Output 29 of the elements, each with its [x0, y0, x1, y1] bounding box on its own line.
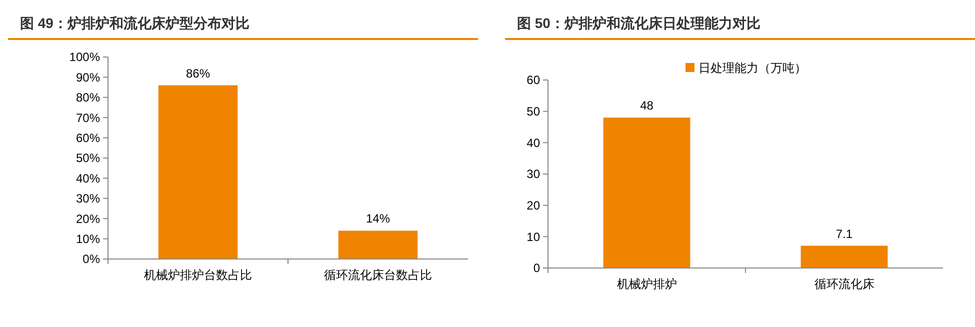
y-tick-label: 50% — [76, 151, 100, 166]
y-tick-label: 50 — [526, 104, 540, 119]
y-tick-label: 20 — [526, 198, 540, 213]
data-label: 14% — [366, 212, 390, 226]
chart-title: 图 50：炉排炉和流化床日处理能力对比 — [517, 15, 760, 31]
x-tick-label: 机械炉排炉 — [616, 277, 677, 291]
x-tick-label: 循环流化床 — [814, 277, 874, 291]
y-tick-label: 0 — [533, 261, 540, 276]
chart-title: 图 49：炉排炉和流化床炉型分布对比 — [20, 15, 250, 31]
legend-label: 日处理能力（万吨） — [698, 61, 806, 75]
y-tick-label: 10 — [526, 230, 540, 244]
y-tick-label: 40% — [76, 171, 100, 186]
y-tick-label: 20% — [76, 212, 100, 226]
y-tick-label: 10% — [76, 232, 100, 246]
y-tick-label: 70% — [76, 110, 100, 125]
y-tick-label: 60% — [76, 131, 100, 145]
y-tick-label: 30% — [76, 192, 100, 206]
data-label: 7.1 — [836, 226, 853, 241]
y-tick-label: 60 — [526, 73, 540, 88]
x-tick-label: 循环流化床台数占比 — [324, 268, 432, 282]
data-label: 86% — [186, 66, 210, 80]
data-label: 48 — [640, 98, 654, 113]
y-tick-label: 80% — [76, 90, 100, 105]
y-tick-label: 90% — [76, 70, 100, 84]
x-tick-label: 机械炉排炉台数占比 — [144, 268, 252, 282]
y-tick-label: 100% — [69, 50, 100, 64]
y-tick-label: 30 — [526, 167, 540, 182]
y-tick-label: 0% — [82, 252, 100, 266]
y-tick-label: 40 — [526, 136, 540, 150]
